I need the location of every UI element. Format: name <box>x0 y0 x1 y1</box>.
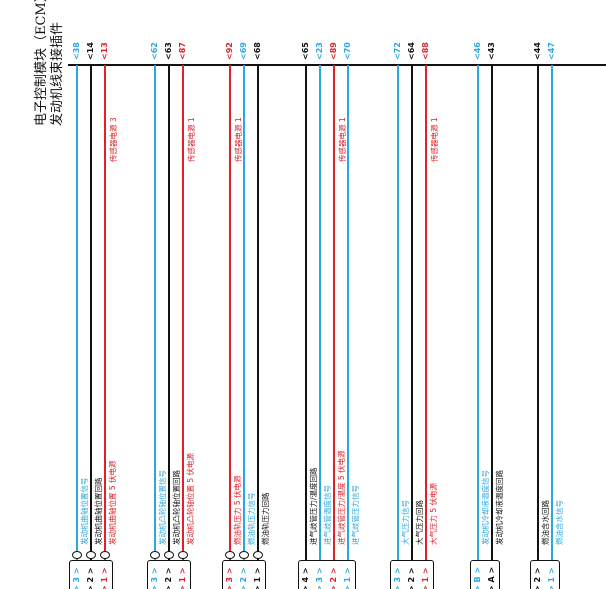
wire-label-92: 燃油轨压力 5 伏电源 <box>233 475 242 545</box>
pin-label-47: <47 <box>547 42 556 60</box>
wire-label-63: 发动机凸轮轴位置回路 <box>172 470 181 545</box>
wire-label-87: 发动机凸轮轴位置 5 伏电源 <box>186 452 195 545</box>
wire-43 <box>491 65 493 560</box>
connector-coolant <box>470 560 500 589</box>
connector-crank <box>69 560 113 589</box>
twisted-pair-marker <box>100 551 110 559</box>
wire-label-62: 发动机凸轮轴位置信号 <box>158 470 167 545</box>
pin-label-92: <92 <box>225 42 234 60</box>
wire-label-89: 进气歧管压力/温度 5 伏电源 <box>337 450 346 545</box>
connector-intake <box>298 560 356 589</box>
twisted-pair-marker <box>86 551 96 559</box>
pin-label-46: <46 <box>473 42 482 60</box>
wire-68 <box>257 65 259 560</box>
wire-23 <box>319 65 321 560</box>
pin-label-65: <65 <box>301 42 310 60</box>
sensor-supply-label-87: 传感器电源 1 <box>187 117 196 162</box>
wire-label-14: 发动机曲轴位置回路 <box>94 477 103 546</box>
wire-63 <box>168 65 170 560</box>
wire-label-44: 燃油含水回路 <box>541 500 550 545</box>
wire-92 <box>229 65 231 560</box>
wire-label-38: 发动机曲轴位置信号 <box>80 477 89 546</box>
twisted-pair-marker <box>164 551 174 559</box>
wire-label-69: 燃油轨压力信号 <box>247 492 256 546</box>
wire-label-65: 进气歧管压力/温度回路 <box>309 467 318 545</box>
header-subtitle: 发动机线束接插件 <box>50 21 65 126</box>
pin-label-64: <64 <box>407 42 416 60</box>
wire-label-47: 燃油含水信号 <box>555 500 564 545</box>
wire-13 <box>104 65 106 560</box>
wire-47 <box>551 65 553 560</box>
wire-label-13: 发动机曲轴位置 5 伏电源 <box>108 460 117 545</box>
wire-38 <box>76 65 78 560</box>
pin-label-72: <72 <box>393 42 402 60</box>
pin-label-87: <87 <box>178 42 187 60</box>
wire-70 <box>347 65 349 560</box>
wire-62 <box>154 65 156 560</box>
wire-69 <box>243 65 245 560</box>
wire-label-46: 发动机冷却液温度信号 <box>481 470 490 545</box>
pin-label-38: <38 <box>72 42 81 60</box>
twisted-pair-marker <box>178 551 188 559</box>
pin-label-23: <23 <box>315 42 324 60</box>
pin-label-68: <68 <box>253 42 262 60</box>
twisted-pair-marker <box>72 551 82 559</box>
connector-cam <box>147 560 191 589</box>
connector-fuel <box>222 560 266 589</box>
wire-87 <box>182 65 184 560</box>
pin-label-70: <70 <box>343 42 352 60</box>
diagram-header: 电子控制模块（ECM） 发动机线束接插件 <box>0 0 80 140</box>
pin-label-62: <62 <box>150 42 159 60</box>
wire-46 <box>477 65 479 560</box>
wire-65 <box>305 65 307 560</box>
pin-label-89: <89 <box>329 42 338 60</box>
wire-label-43: 发动机冷却液温度回路 <box>495 470 504 545</box>
wire-label-72: 大气压力信号 <box>401 500 410 545</box>
twisted-pair-marker <box>150 551 160 559</box>
pin-label-69: <69 <box>239 42 248 60</box>
sensor-supply-label-13: 传感器电源 3 <box>109 117 118 162</box>
pin-label-63: <63 <box>164 42 173 60</box>
pin-label-14: <14 <box>86 42 95 60</box>
wire-label-88: 大气压力 5 伏电源 <box>429 482 438 545</box>
wire-label-23: 进气歧管温度信号 <box>323 485 332 545</box>
wire-14 <box>90 65 92 560</box>
connector-baro <box>390 560 434 589</box>
pin-label-13: <13 <box>100 42 109 60</box>
twisted-pair-marker <box>253 551 263 559</box>
connector-water <box>530 560 560 589</box>
wire-44 <box>537 65 539 560</box>
wire-label-64: 大气压力回路 <box>415 500 424 545</box>
twisted-pair-marker <box>239 551 249 559</box>
ecm-connector-bar <box>68 64 606 66</box>
pin-label-43: <43 <box>487 42 496 60</box>
wire-89 <box>333 65 335 560</box>
pin-label-44: <44 <box>533 42 542 60</box>
wire-88 <box>425 65 427 560</box>
wire-72 <box>397 65 399 560</box>
sensor-supply-label-88: 传感器电源 1 <box>430 117 439 162</box>
wire-label-68: 燃油轨压力回路 <box>261 492 270 546</box>
wire-label-70: 进气歧管压力信号 <box>351 485 360 545</box>
pin-label-88: <88 <box>421 42 430 60</box>
wire-64 <box>411 65 413 560</box>
twisted-pair-marker <box>225 551 235 559</box>
